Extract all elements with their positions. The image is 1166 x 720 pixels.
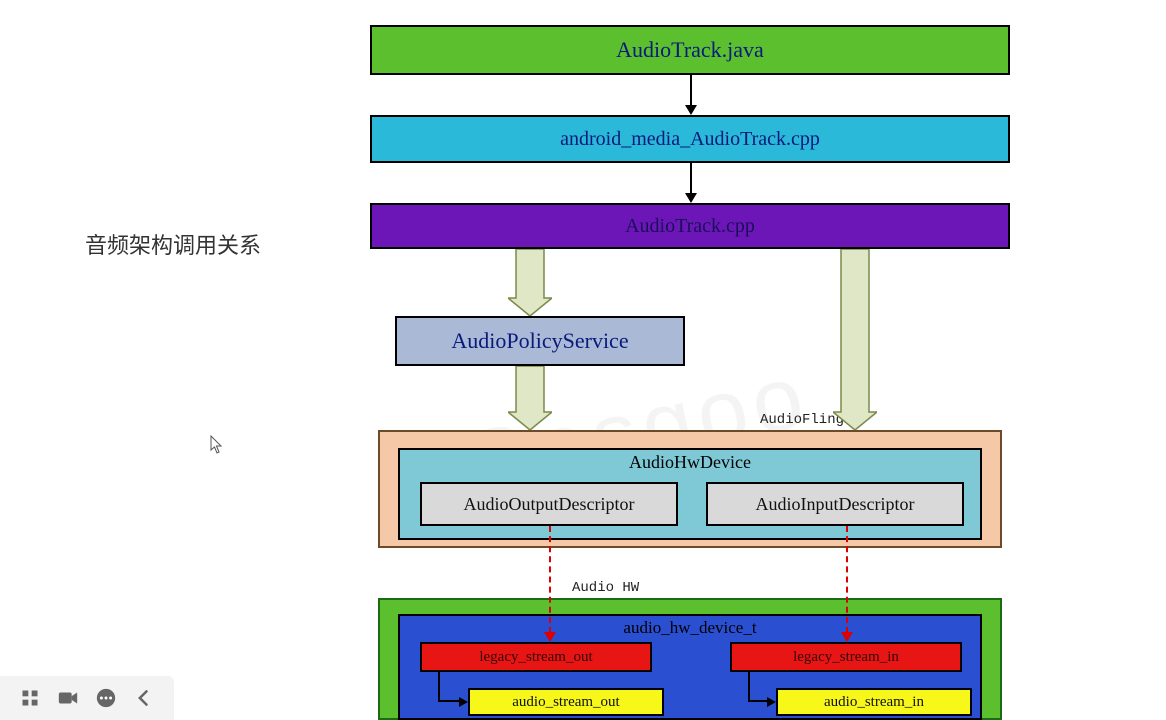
box-legacy-in: legacy_stream_in [730, 642, 962, 672]
box-label-legacy-in: legacy_stream_in [793, 649, 899, 666]
block-arrow-0 [508, 249, 552, 316]
arrow-1 [690, 163, 692, 194]
dashed-arrow-1 [846, 526, 848, 633]
chevron-left-icon[interactable] [132, 686, 156, 710]
grid-icon[interactable] [18, 686, 42, 710]
arrow-head-0 [685, 105, 697, 115]
box-label-audio-hw-device-t: audio_hw_device_t [623, 618, 756, 638]
box-audiopolicy: AudioPolicyService [395, 316, 685, 366]
audio-hw-label: Audio HW [572, 580, 639, 596]
box-label-audio-stream-out: audio_stream_out [512, 694, 619, 711]
page-title: 音频架构调用关系 [85, 228, 261, 260]
box-label-audiopolicy: AudioPolicyService [451, 328, 628, 354]
box-audiotrack-cpp: AudioTrack.cpp [370, 203, 1010, 249]
box-audiotrack-java: AudioTrack.java [370, 25, 1010, 75]
block-arrow-2 [508, 366, 552, 430]
box-label-audio-output-desc: AudioOutputDescriptor [464, 494, 635, 515]
box-label-audiohwdevice: AudioHwDevice [629, 452, 751, 473]
mouse-cursor-icon [210, 435, 224, 455]
box-audio-stream-in: audio_stream_in [776, 688, 972, 716]
l-arrow-1 [748, 672, 768, 702]
l-arrow-head-0 [459, 697, 468, 707]
arrow-0 [690, 75, 692, 106]
dashed-arrow-0 [549, 526, 551, 633]
dashed-arrow-head-0 [544, 632, 556, 642]
more-icon[interactable] [94, 686, 118, 710]
dashed-arrow-head-1 [841, 632, 853, 642]
box-label-audio-input-desc: AudioInputDescriptor [756, 494, 915, 515]
box-label-android-media: android_media_AudioTrack.cpp [560, 128, 820, 151]
box-audio-input-desc: AudioInputDescriptor [706, 482, 964, 526]
box-audio-output-desc: AudioOutputDescriptor [420, 482, 678, 526]
video-icon[interactable] [56, 686, 80, 710]
l-arrow-head-1 [767, 697, 776, 707]
box-audio-stream-out: audio_stream_out [468, 688, 664, 716]
box-legacy-out: legacy_stream_out [420, 642, 652, 672]
box-label-audiotrack-cpp: AudioTrack.cpp [625, 215, 755, 238]
bottom-toolbar [0, 676, 174, 720]
block-arrow-1 [833, 249, 877, 430]
arrow-head-1 [685, 193, 697, 203]
box-label-legacy-out: legacy_stream_out [479, 649, 592, 666]
box-label-audiotrack-java: AudioTrack.java [616, 37, 764, 63]
l-arrow-0 [438, 672, 460, 702]
box-android-media: android_media_AudioTrack.cpp [370, 115, 1010, 163]
box-label-audio-stream-in: audio_stream_in [824, 694, 924, 711]
